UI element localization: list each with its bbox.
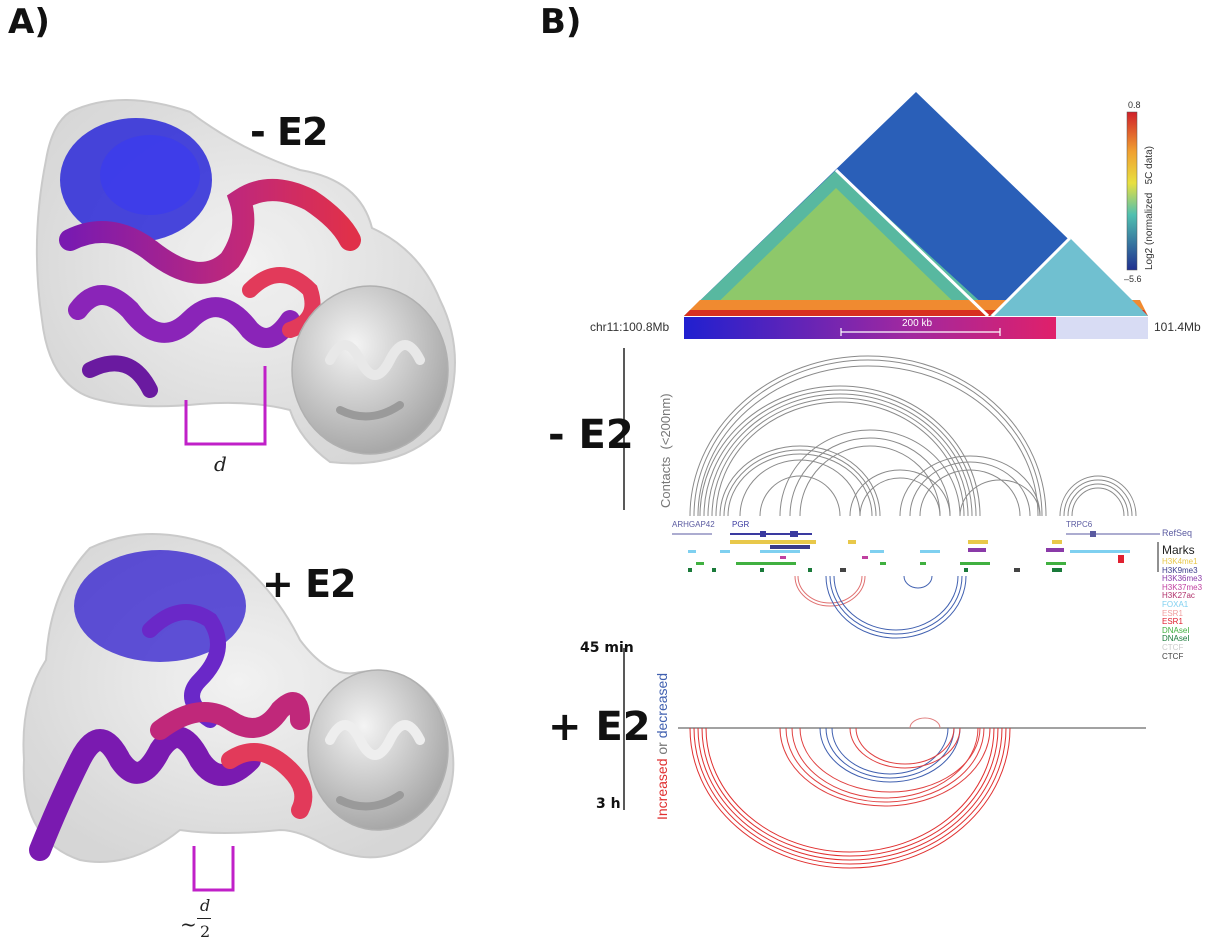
scale-bar-label: 200 kb: [902, 318, 933, 329]
contact-map-triangle: [684, 92, 1148, 318]
gene-track: [672, 531, 1160, 537]
gene-pgr: PGR: [732, 520, 750, 529]
time-top-label: 45 min: [580, 640, 634, 656]
panel-b-label: B): [540, 2, 582, 42]
change-axis-label: Increased or decreased: [654, 673, 670, 820]
panel-a-label: A): [8, 2, 50, 42]
mark-legend-item: ESR1: [1162, 608, 1183, 618]
mark-legend-item: CTCF: [1162, 651, 1184, 661]
plus-e2-title-b: + E2: [548, 704, 651, 750]
distance-denominator: 2: [200, 922, 211, 941]
distance-tilde: ~: [180, 912, 197, 936]
contacts-axis-label: Contacts (<200nm): [658, 393, 673, 508]
marks-track: [688, 540, 1159, 572]
minus-e2-title-b: - E2: [548, 412, 634, 458]
colorbar-max: 0.8: [1128, 100, 1141, 110]
plus-e2-title-a: + E2: [262, 562, 356, 606]
mark-legend-item: H3K37me3: [1162, 582, 1203, 592]
marks-legend: H3K4me1 H3K9me3 H3K36me3 H3K37me3 H3K27ac FOX…: [1162, 557, 1203, 661]
refseq-label: RefSeq: [1162, 528, 1193, 538]
mark-legend-item: DNAseI: [1162, 625, 1190, 635]
mark-legend-item: ESR1: [1162, 617, 1183, 627]
region-start: chr11:100.8Mb: [590, 320, 670, 334]
mark-legend-item: H3K36me3: [1162, 574, 1203, 584]
mark-legend-item: DNAseI: [1162, 634, 1190, 644]
mark-legend-item: CTCF: [1162, 642, 1184, 652]
colorbar: [1126, 111, 1138, 271]
time-bottom-label: 3 h: [596, 796, 621, 812]
distance-numerator: d: [200, 896, 211, 915]
increased-label: Increased: [654, 758, 670, 820]
mark-arcs: [794, 575, 967, 639]
region-end: 101.4Mb: [1154, 320, 1201, 334]
decreased-label: decreased: [654, 672, 670, 739]
fraction-bar: [197, 918, 211, 919]
e2-arcs: [689, 717, 1011, 869]
colorbar-label: Log2 (normalized 5C data): [1144, 146, 1155, 270]
region-bar: [684, 317, 1148, 339]
mark-legend-item: H3K27ac: [1162, 591, 1195, 601]
mark-legend-item: H3K9me3: [1162, 565, 1198, 575]
gene-arhgap42: ARHGAP42: [672, 520, 715, 529]
or-label: or: [654, 738, 670, 759]
mark-legend-item: FOXA1: [1162, 599, 1189, 609]
colorbar-min: –5.6: [1124, 274, 1142, 284]
structure-plus-e2: [22, 533, 455, 892]
distance-label-d: d: [214, 452, 227, 476]
mark-legend-item: H3K4me1: [1162, 557, 1198, 566]
marks-title: Marks: [1162, 543, 1195, 557]
structure-minus-e2: [35, 99, 456, 465]
contact-arcs: [689, 355, 1137, 517]
minus-e2-title-a: - E2: [250, 110, 328, 154]
gene-trpc6: TRPC6: [1066, 520, 1093, 529]
